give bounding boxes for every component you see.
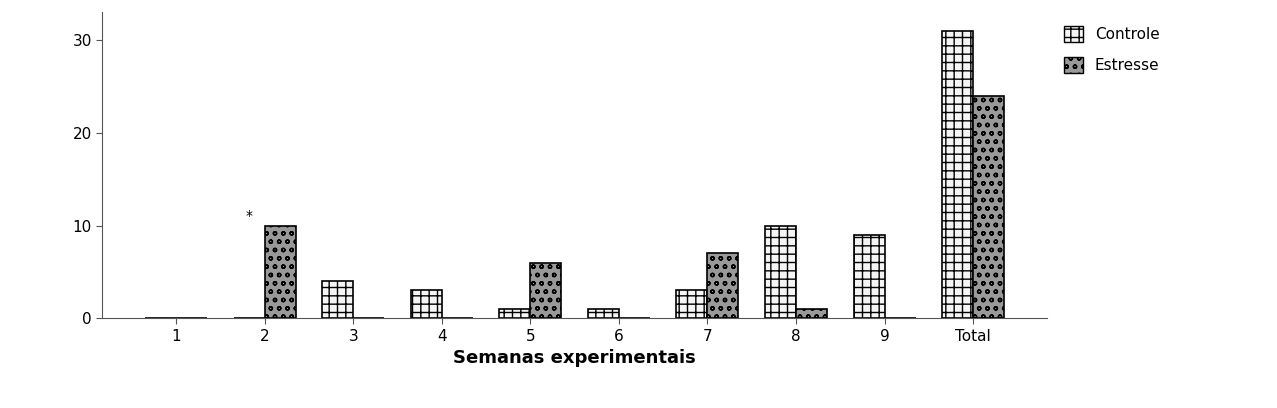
Bar bbox=[796, 309, 827, 318]
Legend: Controle, Estresse: Controle, Estresse bbox=[1064, 26, 1160, 73]
Bar bbox=[322, 281, 354, 318]
Bar bbox=[942, 31, 973, 318]
Bar bbox=[765, 226, 796, 318]
Bar bbox=[411, 290, 442, 318]
Bar bbox=[973, 96, 1004, 318]
X-axis label: Semanas experimentais: Semanas experimentais bbox=[453, 349, 696, 367]
Bar bbox=[499, 309, 530, 318]
Text: *: * bbox=[245, 209, 253, 223]
Bar bbox=[853, 235, 885, 318]
Bar bbox=[264, 226, 296, 318]
Bar bbox=[707, 253, 738, 318]
Bar bbox=[677, 290, 707, 318]
Bar bbox=[587, 309, 619, 318]
Bar bbox=[530, 263, 562, 318]
